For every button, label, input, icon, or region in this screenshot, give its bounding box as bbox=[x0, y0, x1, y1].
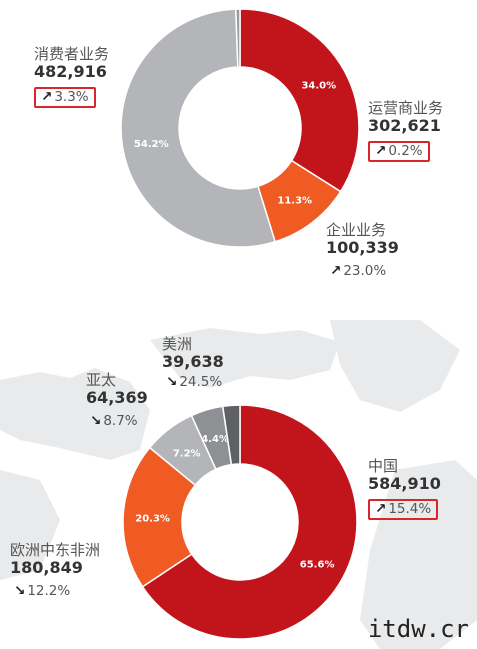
world-map-background bbox=[0, 320, 477, 649]
apac-change: 8.7% bbox=[103, 412, 138, 429]
arrow-up-icon: ↗ bbox=[375, 500, 387, 517]
enterprise-change: 23.0% bbox=[343, 262, 387, 279]
arrow-up-icon: ↗ bbox=[375, 142, 387, 159]
region-slice-label-3: 4.4% bbox=[201, 434, 229, 445]
business-segment-donut-chart: 34.0% 11.3% 54.2% bbox=[120, 8, 360, 248]
emea-label: 欧洲中东非洲 180,849 ↘ 12.2% bbox=[10, 541, 101, 601]
business-slice-0 bbox=[239, 8, 360, 193]
americas-value: 39,638 bbox=[162, 352, 224, 372]
arrow-down-icon: ↘ bbox=[166, 373, 178, 390]
consumer-change-badge: ↗ 3.3% bbox=[34, 86, 96, 109]
region-donut-chart: 65.6% 20.3% 7.2%4.4% bbox=[122, 404, 358, 640]
china-label: 中国 584,910 ↗ 15.4% bbox=[368, 457, 441, 521]
apac-change-badge: ↘ 8.7% bbox=[86, 413, 142, 431]
consumer-name: 消费者业务 bbox=[34, 45, 110, 63]
china-name: 中国 bbox=[368, 457, 399, 475]
business-segment-panel: 34.0% 11.3% 54.2% 消费者业务 482,916 ↗ 3.3% 运营商业… bbox=[0, 0, 477, 320]
region-panel: 65.6% 20.3% 7.2% 4.4% 美洲 39,638 ↘ 24.5% 亚太 6… bbox=[0, 320, 477, 649]
region-slice-label-2: 7.2% bbox=[173, 449, 201, 460]
americas-change-badge: ↘ 24.5% bbox=[162, 374, 226, 392]
apac-value: 64,369 bbox=[86, 388, 148, 408]
enterprise-name: 企业业务 bbox=[326, 221, 387, 239]
business-slice-3 bbox=[235, 8, 241, 68]
enterprise-value: 100,339 bbox=[326, 238, 399, 258]
business-slice-label-0: 34.0% bbox=[301, 81, 336, 92]
china-value: 584,910 bbox=[368, 474, 441, 494]
arrow-up-icon: ↗ bbox=[41, 88, 53, 105]
carrier-label: 运营商业务 302,621 ↗ 0.2% bbox=[368, 99, 444, 163]
arrow-down-icon: ↘ bbox=[90, 412, 102, 429]
region-slice-label-0: 65.6% bbox=[300, 559, 335, 570]
emea-change-badge: ↘ 12.2% bbox=[10, 583, 74, 601]
carrier-change-badge: ↗ 0.2% bbox=[368, 140, 430, 163]
carrier-name: 运营商业务 bbox=[368, 99, 444, 117]
region-slice-label-1: 20.3% bbox=[135, 514, 170, 525]
consumer-change: 3.3% bbox=[54, 88, 89, 105]
arrow-down-icon: ↘ bbox=[14, 582, 26, 599]
consumer-value: 482,916 bbox=[34, 62, 107, 82]
americas-label: 美洲 39,638 ↘ 24.5% bbox=[162, 335, 226, 392]
region-slice-4 bbox=[221, 404, 241, 466]
region-slice-1 bbox=[122, 446, 197, 588]
enterprise-label: 企业业务 100,339 ↗ 23.0% bbox=[326, 221, 399, 281]
americas-change: 24.5% bbox=[179, 373, 223, 390]
watermark: itdw.cr bbox=[367, 615, 469, 643]
emea-change: 12.2% bbox=[27, 582, 71, 599]
emea-name: 欧洲中东非洲 bbox=[10, 541, 101, 559]
consumer-label: 消费者业务 482,916 ↗ 3.3% bbox=[34, 45, 110, 109]
apac-label: 亚太 64,369 ↘ 8.7% bbox=[86, 371, 148, 431]
emea-value: 180,849 bbox=[10, 558, 83, 578]
business-slice-2 bbox=[120, 8, 277, 248]
carrier-value: 302,621 bbox=[368, 116, 441, 136]
region-slice-0 bbox=[141, 404, 358, 640]
apac-name: 亚太 bbox=[86, 371, 117, 389]
americas-name: 美洲 bbox=[162, 335, 193, 353]
business-slice-label-1: 11.3% bbox=[277, 195, 312, 206]
business-slice-label-2: 54.2% bbox=[134, 139, 169, 150]
carrier-change: 0.2% bbox=[388, 142, 423, 159]
china-change-badge: ↗ 15.4% bbox=[368, 498, 439, 521]
enterprise-change-badge: ↗ 23.0% bbox=[326, 263, 390, 281]
arrow-up-icon: ↗ bbox=[330, 262, 342, 279]
china-change: 15.4% bbox=[388, 500, 432, 517]
